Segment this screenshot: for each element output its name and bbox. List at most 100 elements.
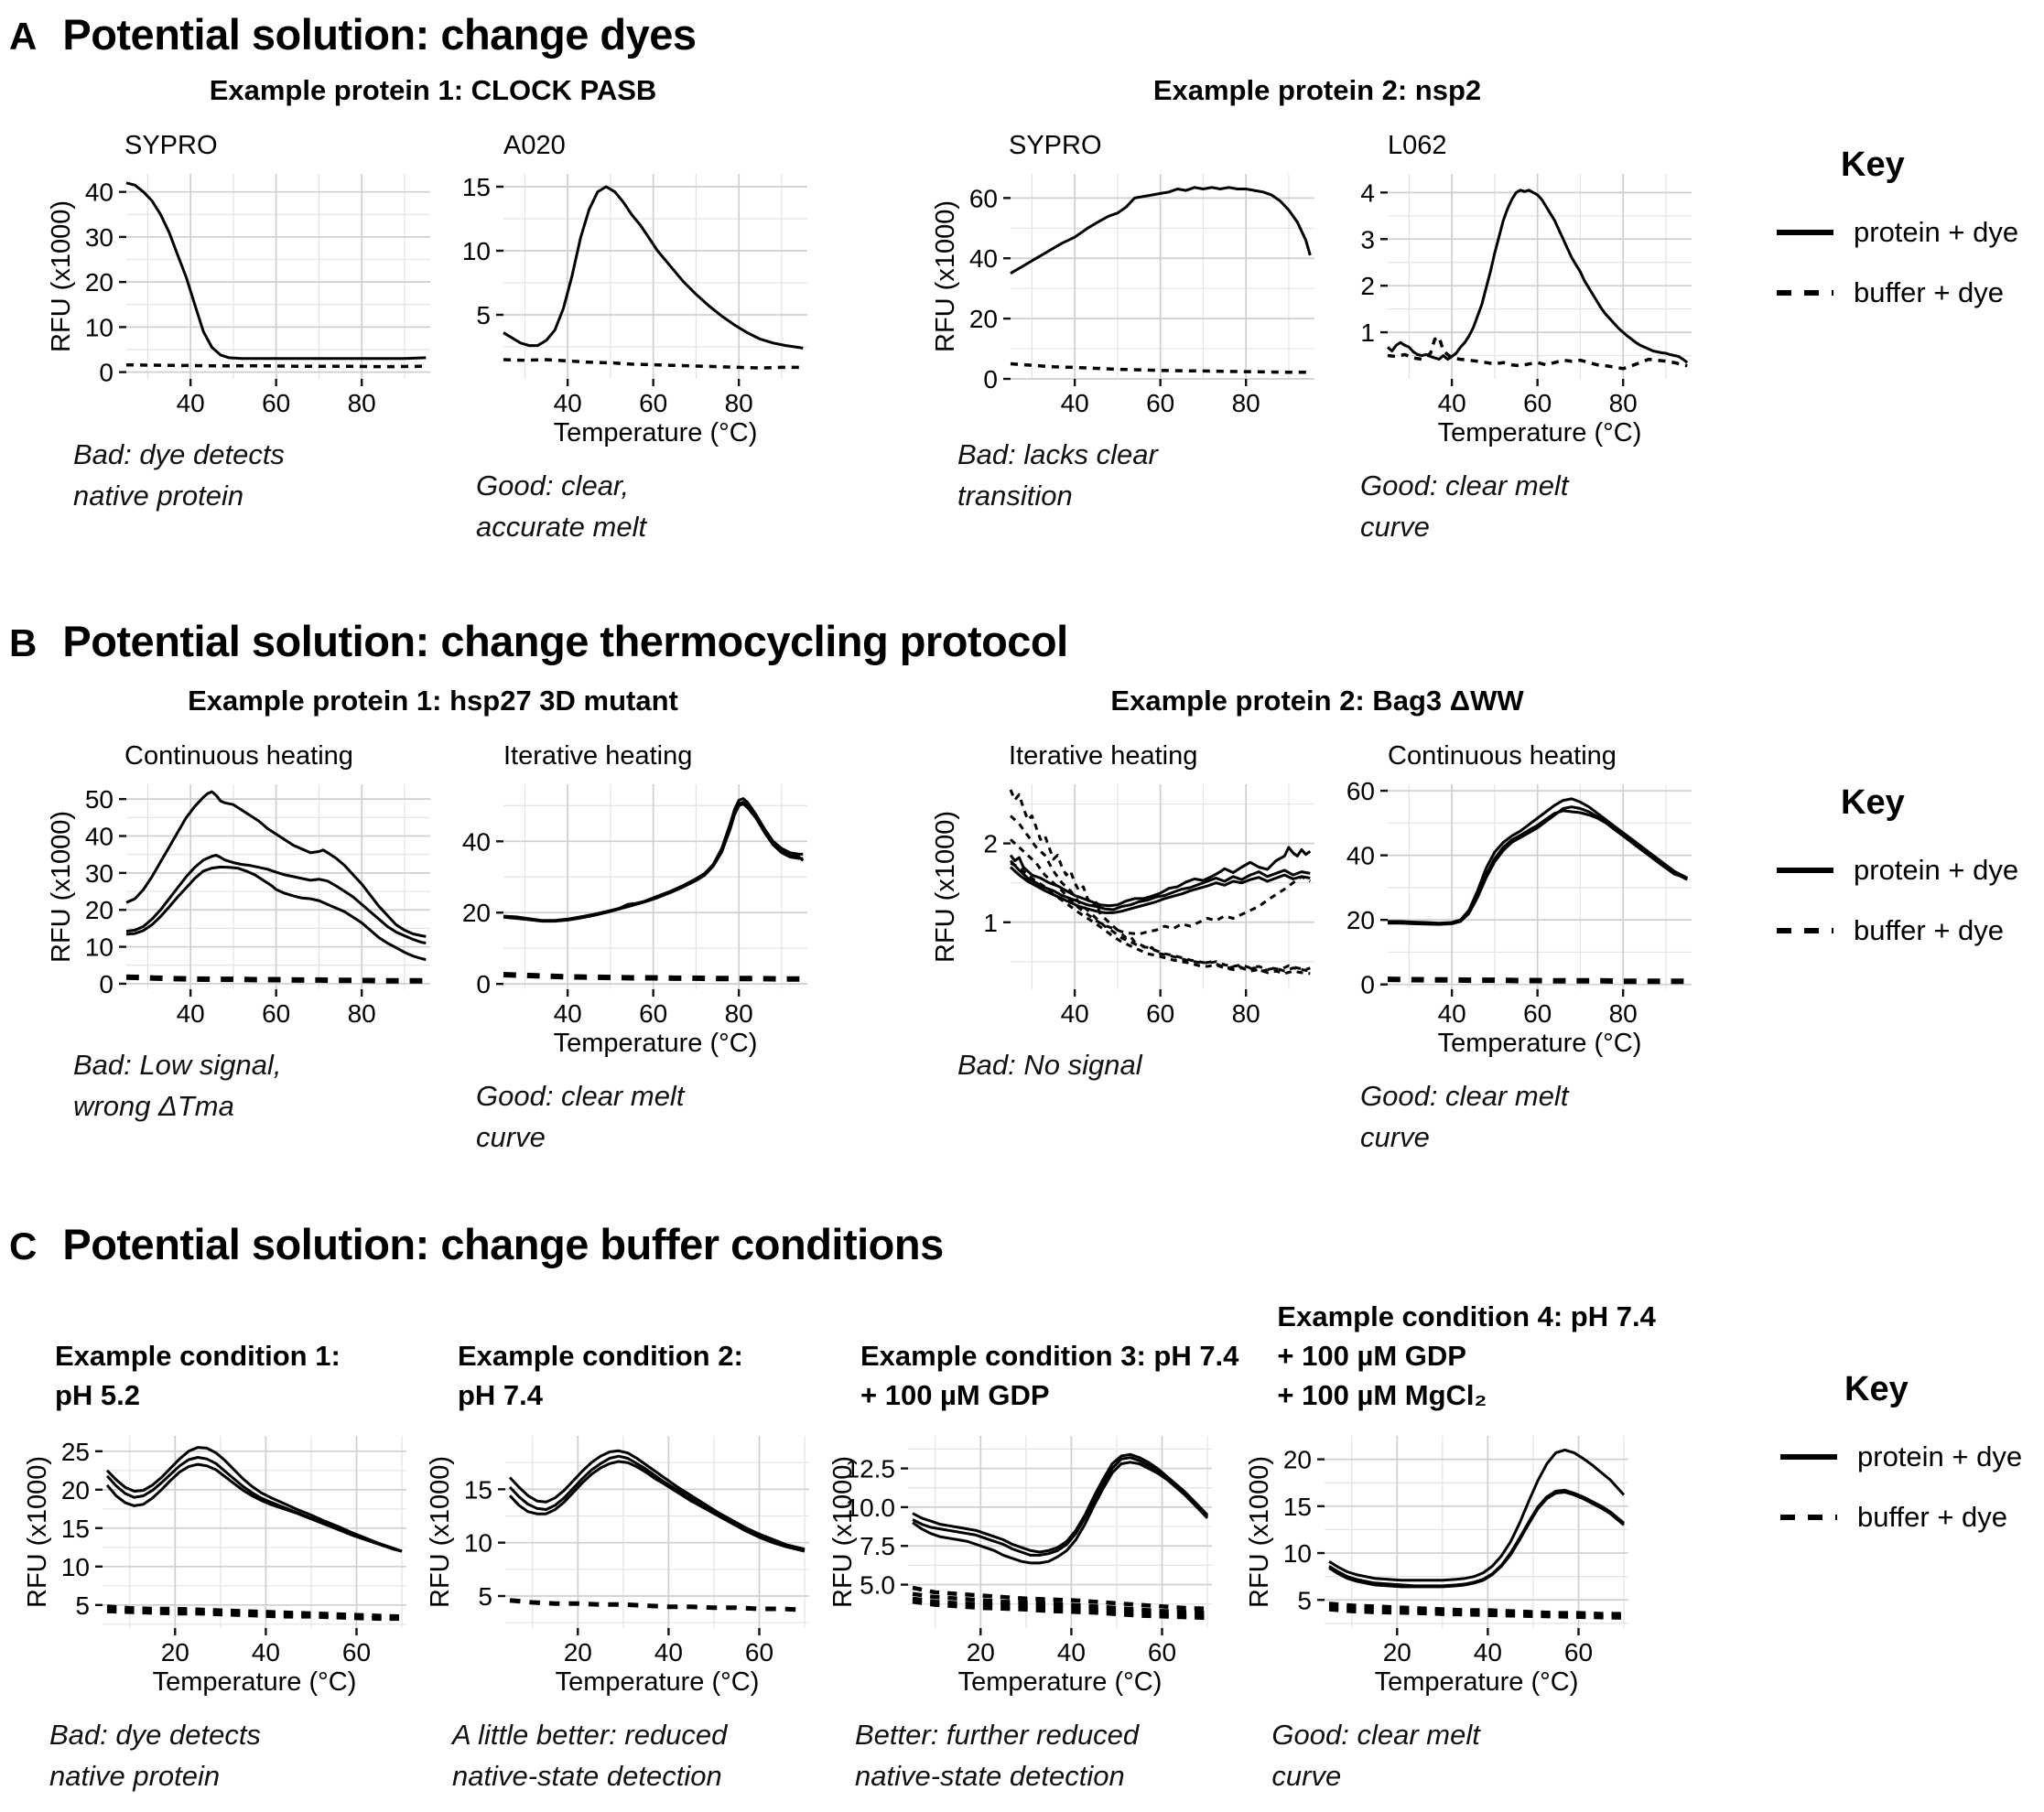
svg-text:40: 40: [1061, 389, 1089, 417]
svg-text:60: 60: [639, 389, 667, 417]
svg-text:60: 60: [1146, 999, 1174, 1028]
svg-text:5: 5: [75, 1591, 90, 1620]
chart-nsp2-sypro: 40 60 80 0 20 40 60 RFU (x1000): [930, 163, 1327, 422]
legend-a: Key protein + dye buffer + dye: [1775, 146, 2022, 337]
chart-bag3-continuous: 40 60 80 0 20 40 60 Temperature (°C): [1333, 773, 1704, 1063]
chart-cell-clock-a020: A020 40 60 80 5 10 15 Temperature (°C) Good: c…: [449, 131, 820, 548]
group-bag3-header: Example protein 2: Bag3 ΔWW: [1110, 684, 1524, 717]
svg-text:60: 60: [745, 1638, 773, 1666]
svg-text:15: 15: [61, 1515, 90, 1543]
svg-text:60: 60: [262, 389, 290, 417]
legend-b: Key protein + dye buffer + dye: [1775, 783, 2022, 975]
legend-label: buffer + dye: [1854, 913, 2005, 946]
svg-text:60: 60: [342, 1638, 371, 1666]
svg-text:40: 40: [177, 389, 205, 417]
chart-caption: Bad: dye detects native protein: [49, 1718, 261, 1792]
panel-b-title: Potential solution: change thermocycling…: [62, 616, 1068, 665]
legend-label: protein + dye: [1857, 1440, 2023, 1472]
svg-text:40: 40: [177, 999, 205, 1028]
svg-text:60: 60: [1346, 777, 1375, 805]
chart-ph74: 20 40 60 5 10 15 RFU (x1000) Temperature (°C): [425, 1425, 822, 1702]
chart-title: Continuous heating: [1388, 740, 1617, 771]
chart-nsp2-l062: 40 60 80 1 2 3 4 Temperature (°C): [1333, 163, 1704, 453]
legend-title: Key: [1841, 782, 1905, 822]
legend-title: Key: [1844, 1369, 1909, 1408]
svg-text:30: 30: [85, 223, 114, 252]
legend-item-protein: protein + dye: [1779, 1440, 2026, 1473]
svg-text:10.0: 10.0: [846, 1494, 896, 1522]
panel-b-header: B Potential solution: change thermocycli…: [9, 616, 2035, 666]
chart-cell-hsp27-continuous: Continuous heating 40 60 80 0 10 20 30 40 50 RFU …: [46, 741, 443, 1159]
svg-text:60: 60: [969, 184, 998, 212]
svg-text:Temperature (°C): Temperature (°C): [554, 1029, 758, 1058]
chart-bag3-iterative: 40 60 80 1 2 RFU (x1000): [930, 773, 1327, 1032]
svg-text:60: 60: [639, 999, 667, 1028]
svg-text:80: 80: [1609, 999, 1638, 1028]
svg-text:10: 10: [85, 313, 114, 341]
panel-a-title: Potential solution: change dyes: [62, 10, 697, 59]
legend-item-protein: protein + dye: [1775, 216, 2022, 249]
solid-line-icon: [1777, 230, 1833, 235]
group-nsp2: Example protein 2: nsp2 SYPRO 40 60 80 0 20 4…: [930, 74, 1704, 548]
chart-cell-hsp27-iterative: Iterative heating 40 60 80 0 20 40 Temperature…: [449, 741, 820, 1159]
chart-title: A020: [503, 131, 566, 160]
svg-text:0: 0: [983, 365, 998, 394]
chart-hsp27-continuous: 40 60 80 0 10 20 30 40 50 RFU (x1000): [46, 773, 443, 1032]
panel-c: C Potential solution: change buffer cond…: [9, 1219, 2035, 1797]
svg-text:RFU (x1000): RFU (x1000): [23, 1456, 52, 1608]
legend-item-buffer: buffer + dye: [1775, 914, 2022, 947]
svg-text:RFU (x1000): RFU (x1000): [426, 1456, 455, 1608]
legend-c: Key protein + dye buffer + dye: [1779, 1370, 2026, 1561]
chart-title: SYPRO: [1009, 131, 1102, 160]
condition-4-header: Example condition 4: pH 7.4 + 100 µM GDP…: [1277, 1300, 1656, 1412]
chart-title: Continuous heating: [124, 740, 353, 771]
svg-text:60: 60: [262, 999, 290, 1028]
chart-caption: Good: clear melt curve: [1271, 1718, 1480, 1792]
svg-text:30: 30: [85, 859, 114, 888]
svg-text:Temperature (°C): Temperature (°C): [1438, 1029, 1642, 1058]
chart-clock-a020: 40 60 80 5 10 15 Temperature (°C): [449, 163, 820, 453]
dashed-line-icon: [1780, 1514, 1837, 1520]
svg-text:40: 40: [252, 1638, 280, 1666]
svg-text:60: 60: [1564, 1638, 1593, 1666]
svg-text:40: 40: [1474, 1638, 1502, 1666]
chart-ph74-gdp-mgcl2: 20 40 60 5 10 15 20 RFU (x1000) Temperature (°C): [1244, 1425, 1655, 1702]
group-hsp27-header: Example protein 1: hsp27 3D mutant: [188, 684, 678, 717]
svg-text:80: 80: [348, 389, 376, 417]
svg-text:5.0: 5.0: [860, 1570, 895, 1599]
svg-text:80: 80: [1232, 999, 1260, 1028]
svg-text:5: 5: [478, 1582, 492, 1611]
chart-cell-cond4: Example condition 4: pH 7.4 + 100 µM GDP…: [1244, 1282, 1655, 1797]
chart-title: SYPRO: [124, 131, 218, 160]
chart-title: Iterative heating: [503, 740, 693, 771]
panel-b-letter: B: [9, 620, 38, 664]
svg-text:60: 60: [1146, 389, 1174, 417]
svg-text:25: 25: [61, 1438, 90, 1466]
legend-label: buffer + dye: [1854, 276, 2005, 308]
svg-text:20: 20: [85, 268, 114, 297]
chart-cell-cond2: Example condition 2: pH 7.4 20 40 60 5 10 15 R…: [425, 1282, 822, 1797]
svg-text:5: 5: [476, 301, 491, 329]
condition-3-header: Example condition 3: pH 7.4 + 100 µM GDP: [860, 1339, 1239, 1412]
condition-2-header: Example condition 2: pH 7.4: [458, 1339, 743, 1412]
svg-text:40: 40: [654, 1638, 683, 1666]
chart-cell-bag3-continuous: Continuous heating 40 60 80 0 20 40 60 Temperat…: [1333, 741, 1704, 1159]
panel-c-letter: C: [9, 1224, 38, 1267]
group-bag3: Example protein 2: Bag3 ΔWW Iterative he…: [930, 685, 1704, 1159]
svg-text:2: 2: [1360, 272, 1375, 300]
svg-text:60: 60: [1523, 999, 1552, 1028]
svg-text:0: 0: [99, 359, 114, 387]
svg-text:20: 20: [85, 896, 114, 924]
svg-text:RFU (x1000): RFU (x1000): [931, 811, 960, 963]
legend-title: Key: [1841, 146, 1905, 184]
svg-text:40: 40: [1438, 389, 1466, 417]
svg-text:40: 40: [1346, 841, 1375, 869]
chart-caption: Better: further reduced native-state det…: [855, 1718, 1140, 1792]
svg-text:80: 80: [1232, 389, 1260, 417]
chart-caption: Good: clear, accurate melt: [476, 469, 647, 543]
group-clock-pasb: Example protein 1: CLOCK PASB SYPRO 40 60…: [46, 74, 820, 548]
svg-text:3: 3: [1360, 225, 1375, 253]
chart-ph74-gdp: 20 40 60 5.0 7.5 10.0 12.5 RFU (x1000) Temperatu…: [827, 1425, 1238, 1702]
svg-text:RFU (x1000): RFU (x1000): [931, 200, 960, 352]
svg-text:20: 20: [969, 305, 998, 333]
